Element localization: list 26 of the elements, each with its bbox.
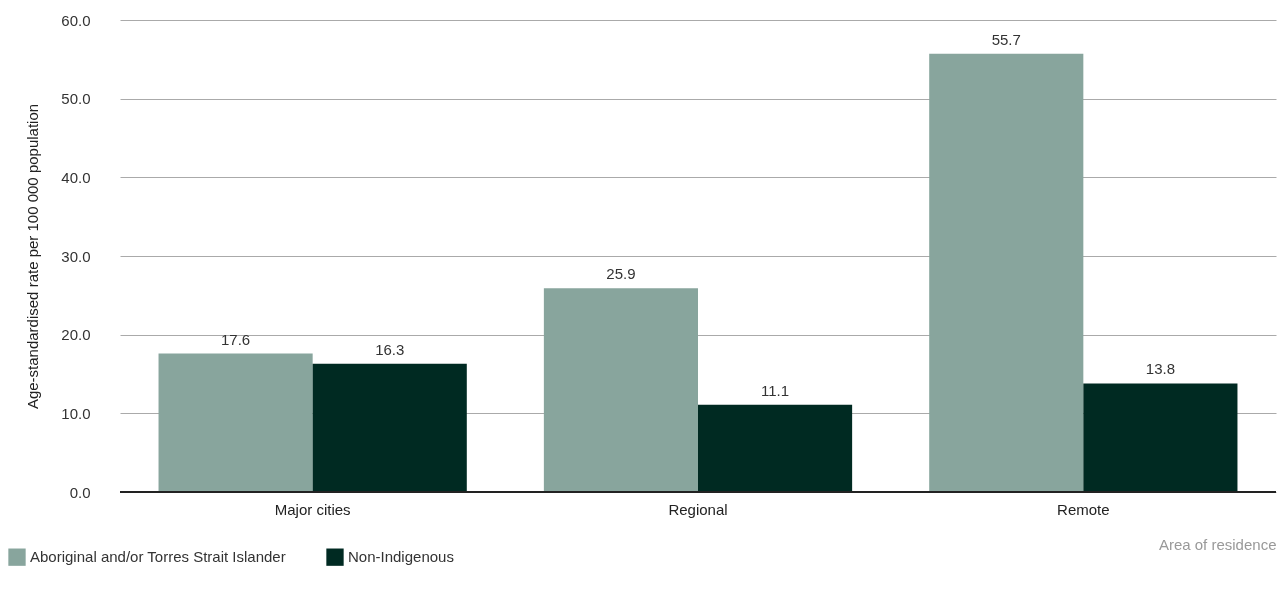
- data-label: 55.7: [991, 30, 1021, 48]
- data-label: 16.3: [375, 340, 405, 358]
- y-tick-label: 30.0: [61, 247, 91, 265]
- x-tick-label: Remote: [1057, 500, 1110, 518]
- y-tick-label: 20.0: [61, 326, 91, 344]
- legend-label: Non-Indigenous: [348, 548, 454, 566]
- data-label: 25.9: [606, 265, 636, 283]
- y-axis-title: Age-standardised rate per 100 000 population: [24, 103, 42, 410]
- legend-label: Aboriginal and/or Torres Strait Islander: [30, 548, 286, 566]
- x-tick-label: Major cities: [274, 500, 351, 518]
- bar: [312, 363, 467, 492]
- y-tick-label: 0.0: [69, 483, 91, 501]
- data-label: 13.8: [1145, 360, 1175, 378]
- bar: [158, 353, 313, 492]
- bar: [929, 53, 1084, 492]
- data-label: 11.1: [761, 381, 790, 399]
- y-tick-label: 10.0: [61, 404, 91, 422]
- bar: [543, 288, 698, 492]
- bar: [698, 404, 853, 492]
- x-axis-title: Area of residence: [1158, 535, 1277, 553]
- bar: [1083, 383, 1238, 492]
- y-tick-label: 50.0: [61, 90, 91, 108]
- y-tick-label: 40.0: [61, 168, 91, 186]
- x-tick-label: Regional: [668, 500, 728, 518]
- data-label: 17.6: [221, 330, 251, 348]
- y-tick-label: 60.0: [61, 11, 91, 29]
